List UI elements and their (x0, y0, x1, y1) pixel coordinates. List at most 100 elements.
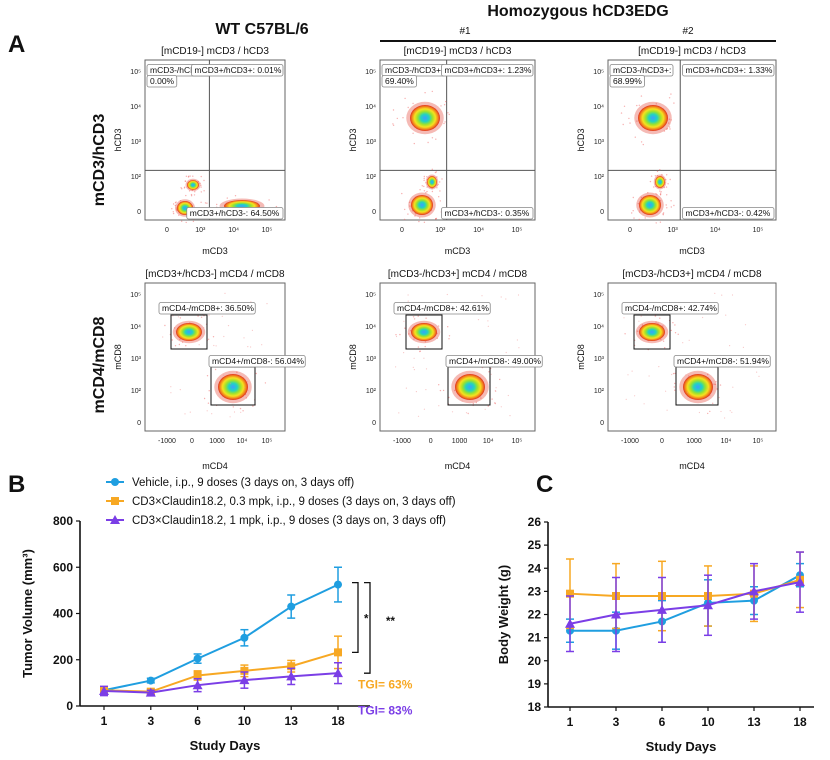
flow-event-dot (633, 217, 635, 219)
panel-letter-b: B (8, 471, 25, 498)
series-line (103, 651, 339, 693)
population-dn (411, 195, 433, 215)
flow-event-dot (484, 408, 486, 410)
flow-event-dot (666, 409, 668, 411)
flow-event-dot (418, 220, 420, 223)
flow-event-dot (200, 184, 202, 186)
flow-xtick: 0 (400, 227, 404, 234)
flow-event-dot (247, 390, 249, 392)
flow-event-dot (171, 339, 173, 341)
col-title-homozygous: Homozygous hCD3EDG (487, 3, 668, 20)
flow-event-dot (229, 416, 231, 418)
flow-event-dot (725, 314, 727, 316)
gate-label-box (441, 64, 534, 77)
gate-label: mCD3+/hCD3-: 64.50% (190, 208, 280, 218)
flow-event-dot (423, 357, 425, 359)
flow-event-dot (716, 388, 718, 390)
x-tick-label: 10 (238, 714, 252, 728)
flow-event-dot (439, 181, 441, 183)
flow-ytick: 0 (600, 209, 604, 216)
flow-event-dot (203, 327, 205, 329)
flow-ytick: 10⁴ (593, 324, 604, 331)
flow-event-dot (174, 345, 177, 347)
flow-event-dot (395, 366, 397, 368)
flow-event-dot (419, 350, 421, 353)
flow-event-dot (423, 185, 425, 188)
flow-plot-title: [mCD3-/hCD3+] mCD4 / mCD8 (622, 269, 762, 280)
flow-ytick: 10³ (131, 356, 142, 363)
flow-plot-ylabel: mCD8 (348, 344, 358, 370)
series-line (103, 583, 339, 692)
flow-event-dot (674, 382, 676, 385)
flow-event-dot (437, 325, 440, 327)
significance-label-2: ** (386, 616, 395, 628)
gate-label-box (186, 207, 284, 220)
flow-event-dot (184, 180, 186, 182)
flow-event-dot (731, 411, 733, 413)
flow-event-dot (223, 374, 225, 376)
flow-ytick: 0 (137, 209, 141, 216)
flow-event-dot (653, 186, 655, 188)
population-hcd3 (410, 105, 440, 131)
flow-event-dot (500, 406, 502, 408)
flow-event-dot (643, 403, 645, 405)
flow-event-dot (707, 388, 709, 390)
flow-event-dot (640, 315, 642, 317)
flow-event-dot (448, 338, 450, 340)
legend-marker (110, 515, 120, 524)
flow-event-dot (629, 122, 631, 124)
flow-event-dot (639, 211, 641, 213)
flow-event-dot (409, 205, 411, 207)
gate-label: mCD3-/hCD3+: (150, 65, 208, 75)
flow-event-dot (438, 405, 440, 407)
flow-event-dot (443, 104, 446, 106)
flow-event-dot (719, 384, 722, 386)
flow-event-dot (647, 192, 649, 194)
data-point (611, 609, 621, 619)
gate-label: mCD3+/hCD3-: 0.35% (445, 208, 530, 218)
flow-event-dot (436, 187, 438, 189)
flow-event-dot (413, 318, 416, 320)
flow-event-dot (657, 322, 659, 324)
gate-label-box (146, 75, 178, 88)
flow-event-dot (200, 316, 203, 318)
flow-event-dot (403, 320, 405, 322)
flow-event-dot (631, 212, 633, 214)
flow-event-dot (179, 338, 181, 341)
flow-event-dot (181, 220, 183, 222)
flow-event-dot (425, 192, 427, 194)
flow-event-dot (665, 179, 667, 181)
flow-event-dot (264, 382, 267, 384)
flow-cytometry-plots: [mCD19-] mCD3 / hCD3 mCD3 hCD3 10⁵ 10⁴ 10³ 10²… (113, 46, 777, 471)
flow-event-dot (427, 141, 429, 144)
flow-event-dot (438, 196, 440, 198)
flow-event-dot (674, 332, 677, 334)
flow-event-dot (718, 396, 720, 399)
flow-event-dot (207, 338, 210, 340)
flow-event-dot (638, 104, 640, 107)
population-dn (639, 195, 661, 215)
flow-event-dot (424, 341, 427, 343)
gate-label-box (682, 64, 775, 77)
gate-label: 0.00% (150, 76, 175, 86)
gate-label: mCD3-/hCD3+: (613, 65, 671, 75)
data-point (703, 600, 713, 610)
flow-event-dot (412, 132, 414, 134)
flow-event-dot (688, 339, 690, 341)
y-tick-label: 19 (528, 677, 542, 691)
series-3 (565, 551, 805, 653)
flow-event-dot (189, 411, 191, 413)
flow-event-dot (499, 378, 501, 381)
flow-event-dot (480, 397, 482, 399)
data-point (192, 680, 203, 690)
flow-event-dot (640, 95, 643, 97)
flow-event-dot (495, 387, 497, 389)
flow-event-dot (414, 215, 416, 217)
flow-plot-xlabel: mCD4 (445, 461, 471, 471)
flow-event-dot (660, 191, 662, 193)
flow-event-dot (685, 374, 687, 376)
legend-entry-2: CD3×Claudin18.2, 0.3 mpk, i.p., 9 doses … (106, 496, 456, 508)
flow-event-dot (620, 112, 623, 114)
flow-event-dot (426, 190, 428, 193)
